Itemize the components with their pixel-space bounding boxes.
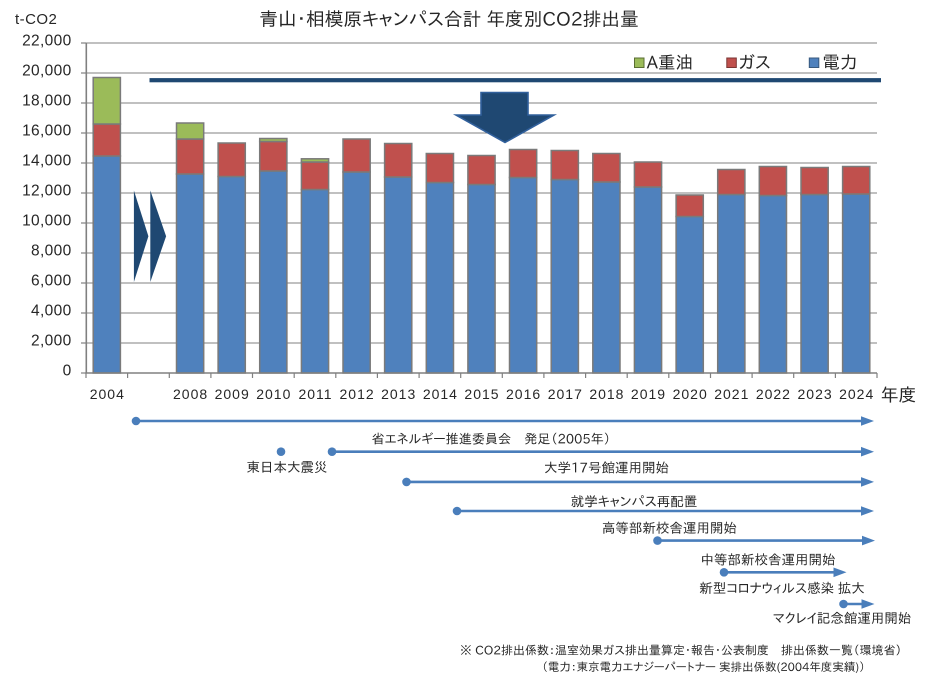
svg-text:22,000: 22,000 bbox=[22, 33, 72, 50]
svg-text:18,000: 18,000 bbox=[22, 93, 72, 110]
svg-text:2,000: 2,000 bbox=[31, 333, 72, 350]
svg-text:2014: 2014 bbox=[423, 386, 458, 402]
svg-text:2022: 2022 bbox=[756, 386, 791, 402]
svg-text:2020: 2020 bbox=[673, 386, 708, 402]
svg-text:14,000: 14,000 bbox=[22, 153, 72, 170]
svg-text:2008: 2008 bbox=[173, 386, 208, 402]
svg-text:2018: 2018 bbox=[589, 386, 624, 402]
svg-text:12,000: 12,000 bbox=[22, 183, 72, 200]
svg-text:2009: 2009 bbox=[215, 386, 250, 402]
svg-text:10,000: 10,000 bbox=[22, 213, 72, 230]
svg-text:0: 0 bbox=[63, 363, 72, 380]
svg-text:2004: 2004 bbox=[90, 386, 125, 402]
svg-text:20,000: 20,000 bbox=[22, 63, 72, 80]
svg-text:2011: 2011 bbox=[298, 386, 332, 402]
svg-text:4,000: 4,000 bbox=[31, 303, 72, 320]
svg-text:2013: 2013 bbox=[381, 386, 416, 402]
svg-text:6,000: 6,000 bbox=[31, 273, 72, 290]
svg-text:2015: 2015 bbox=[464, 386, 499, 402]
svg-text:16,000: 16,000 bbox=[22, 123, 72, 140]
svg-text:2016: 2016 bbox=[506, 386, 541, 402]
svg-text:2023: 2023 bbox=[798, 386, 833, 402]
svg-text:2010: 2010 bbox=[256, 386, 291, 402]
svg-text:2019: 2019 bbox=[631, 386, 666, 402]
svg-text:8,000: 8,000 bbox=[31, 243, 72, 260]
svg-text:2017: 2017 bbox=[548, 386, 583, 402]
svg-text:2012: 2012 bbox=[340, 386, 375, 402]
svg-text:2024: 2024 bbox=[839, 386, 874, 402]
svg-text:t-CO2: t-CO2 bbox=[15, 11, 57, 28]
svg-text:2021: 2021 bbox=[714, 386, 749, 402]
